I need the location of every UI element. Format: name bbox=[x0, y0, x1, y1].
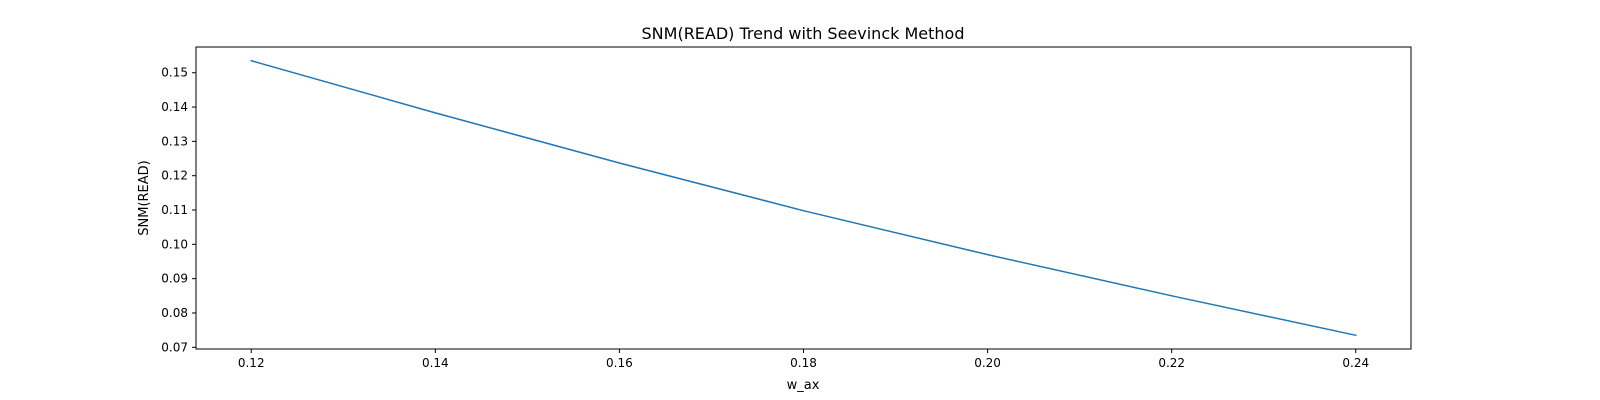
x-tick-label: 0.20 bbox=[974, 356, 1001, 370]
x-tick-label: 0.24 bbox=[1342, 356, 1369, 370]
y-tick-label: 0.11 bbox=[161, 203, 188, 217]
y-tick-label: 0.07 bbox=[161, 340, 188, 354]
x-tick-label: 0.18 bbox=[790, 356, 817, 370]
x-axis-label: w_ax bbox=[787, 378, 820, 393]
chart-title: SNM(READ) Trend with Seevinck Method bbox=[642, 24, 965, 43]
y-tick-label: 0.13 bbox=[161, 134, 188, 148]
x-tick-label: 0.14 bbox=[422, 356, 449, 370]
series-line bbox=[250, 59, 1357, 337]
y-tick-label: 0.14 bbox=[161, 100, 188, 114]
y-axis: 0.07 0.08 0.09 0.10 0.11 0.12 0.13 0.14 0.15 bbox=[161, 66, 196, 354]
series-layer bbox=[250, 59, 1357, 337]
y-tick-label: 0.12 bbox=[161, 169, 188, 183]
x-axis: 0.12 0.14 0.16 0.18 0.20 0.22 0.24 bbox=[238, 349, 1369, 370]
plot-frame bbox=[195, 46, 1412, 350]
x-tick-label: 0.16 bbox=[606, 356, 633, 370]
y-tick-label: 0.15 bbox=[161, 66, 188, 80]
plot-area bbox=[195, 46, 1412, 350]
y-tick-label: 0.09 bbox=[161, 272, 188, 286]
y-tick-label: 0.08 bbox=[161, 306, 188, 320]
x-tick-label: 0.22 bbox=[1158, 356, 1185, 370]
y-axis-label: SNM(READ) bbox=[137, 160, 152, 236]
x-tick-label: 0.12 bbox=[238, 356, 265, 370]
y-tick-label: 0.10 bbox=[161, 237, 188, 251]
